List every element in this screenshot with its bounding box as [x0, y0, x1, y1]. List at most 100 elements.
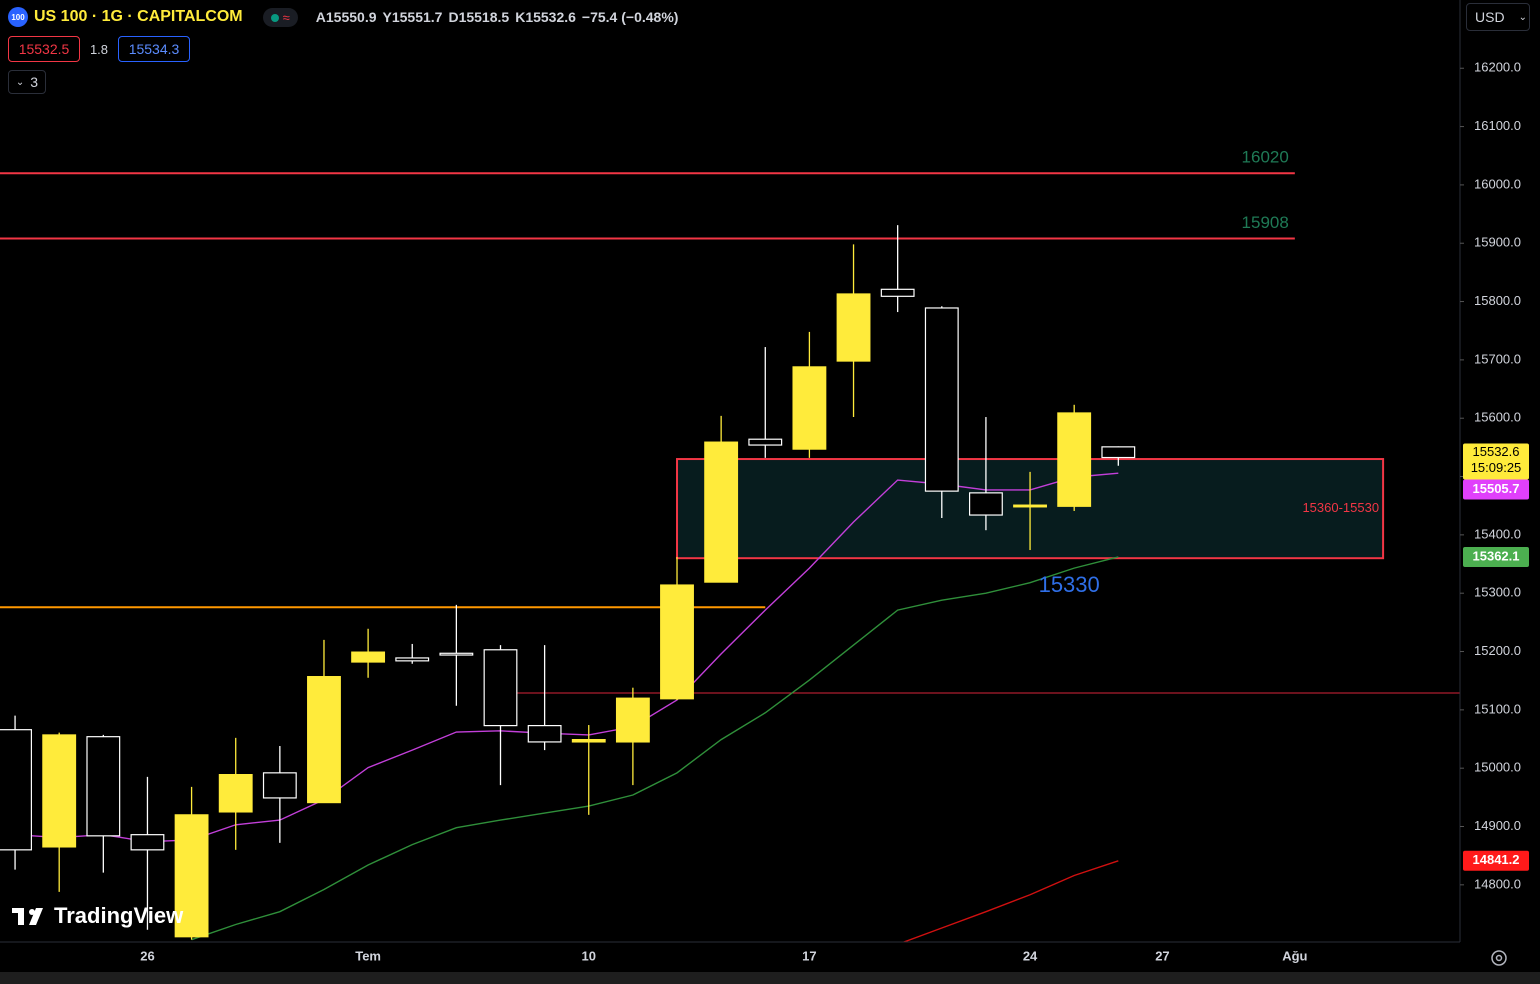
candle-body [351, 651, 386, 663]
ma-label: 14841.2 [1473, 852, 1520, 867]
candle-body [571, 739, 606, 743]
indicators-toggle[interactable]: ⌄ 3 [8, 70, 46, 94]
candle-body [307, 676, 341, 804]
candle-body [704, 441, 739, 583]
y-tick-label: 15900.0 [1474, 235, 1521, 250]
candle-body [968, 492, 1003, 516]
candle-body [0, 729, 32, 851]
plot-area: 15360-15530 16020 15908 15330 [0, 148, 1460, 942]
x-tick-label: Ağu [1282, 948, 1307, 963]
currency-select[interactable]: USD ⌄ [1466, 3, 1530, 31]
annotation: 15330 [1039, 572, 1100, 597]
price-label-box [1463, 443, 1529, 480]
ohlc-letter: A [315, 9, 326, 25]
x-tick-label: 26 [140, 948, 154, 963]
candle-body [1057, 412, 1092, 507]
x-tick-label: 10 [582, 948, 596, 963]
logo-slash [29, 908, 43, 925]
ohlc-value: 15532.6 [525, 9, 576, 25]
ma-label: 15362.1 [1473, 548, 1520, 563]
candle-body [1013, 504, 1047, 508]
x-tick-label: 24 [1023, 948, 1038, 963]
moving-average [901, 860, 1119, 942]
candle-body [395, 657, 430, 662]
symbol-title[interactable]: US 100 · 1G · CAPITALCOM [34, 8, 243, 25]
candle-body [86, 736, 121, 837]
y-tick-label: 15800.0 [1474, 293, 1521, 308]
ohlc-letter: Y [382, 9, 392, 25]
candle-body [130, 834, 165, 851]
ma-label-box [1463, 850, 1529, 871]
ma-label-box [1463, 479, 1529, 500]
candle-body [792, 366, 827, 450]
candle-body [174, 814, 209, 938]
candle-body [262, 772, 297, 799]
candle-body [527, 725, 562, 743]
buy-button[interactable]: 15534.3 [118, 36, 190, 62]
price-label: 15532.6 [1473, 444, 1520, 459]
chevron: ⌄ [15, 76, 25, 88]
moving-average [191, 556, 1119, 941]
candle-body [748, 438, 783, 446]
candle-body [42, 734, 77, 848]
status-dot [270, 13, 279, 22]
candle-body [218, 773, 253, 813]
ohlc-close: K15532.6 [515, 9, 576, 25]
spread: 1.8 [89, 41, 109, 57]
candle-body [439, 652, 474, 656]
y-tick-label: 15700.0 [1474, 351, 1521, 366]
ohlc-open: A15550.9 [316, 9, 377, 25]
candle-body [483, 649, 518, 727]
candle-body [836, 293, 871, 362]
symbol-icon: 100 [8, 7, 28, 27]
y-tick-label: 15300.0 [1474, 585, 1521, 600]
settings-icon[interactable] [1491, 950, 1507, 966]
x-tick-label: 27 [1155, 948, 1169, 963]
logo-stem [18, 908, 24, 925]
ohlc: A15550.9 Y15551.7 D15518.5 K15532.6 −75.… [316, 9, 679, 25]
header: 100 US 100 · 1G · CAPITALCOM ≈ A15550.9 … [8, 5, 678, 29]
level-label: 15908 [1242, 213, 1289, 232]
watermark: TradingView [12, 903, 184, 928]
candle-body [660, 584, 694, 700]
y-tick-label: 14800.0 [1474, 876, 1521, 891]
candle-body [1101, 446, 1136, 459]
indicator-count: 3 [30, 74, 39, 90]
candle-body [880, 288, 915, 297]
y-tick-label: 15000.0 [1474, 760, 1521, 775]
zone-label: 15360-15530 [1302, 500, 1379, 515]
bottom-strip [0, 972, 1540, 984]
ohlc-change: −75.4 (−0.48%) [581, 9, 679, 25]
x-tick-label: 17 [802, 948, 816, 963]
y-tick-label: 15600.0 [1474, 410, 1521, 425]
y-tick-label: 16200.0 [1474, 60, 1521, 75]
y-tick-label: 15100.0 [1474, 701, 1521, 716]
y-tick-label: 15200.0 [1474, 643, 1521, 658]
currency: USD [1475, 9, 1505, 25]
countdown: 15:09:25 [1471, 460, 1522, 475]
candle-body [924, 307, 959, 492]
ohlc-high: Y15551.7 [383, 9, 443, 25]
settings-icon-core [1495, 954, 1503, 962]
ohlc-value: 15551.7 [391, 9, 443, 25]
ohlc-value: 15550.9 [325, 9, 377, 25]
y-tick-label: 16000.0 [1474, 176, 1521, 191]
status-wave: ≈ [282, 9, 290, 25]
status: ≈ [262, 7, 298, 27]
ohlc-value: 15518.5 [458, 9, 510, 25]
y-tick-label: 16100.0 [1474, 118, 1521, 133]
chevron: ⌄ [1518, 11, 1527, 23]
logo-dot [29, 909, 35, 915]
ma-label: 15505.7 [1473, 481, 1520, 496]
sell-button[interactable]: 15532.5 [8, 36, 80, 62]
y-tick-label: 15400.0 [1474, 526, 1521, 541]
level-label: 16020 [1242, 148, 1289, 167]
y-tick-label: 14900.0 [1474, 818, 1521, 833]
ohlc-letter: K [515, 9, 526, 25]
ohlc-low: D15518.5 [448, 9, 509, 25]
x-tick-label: Tem [355, 948, 381, 963]
ma-label-box [1463, 546, 1529, 567]
